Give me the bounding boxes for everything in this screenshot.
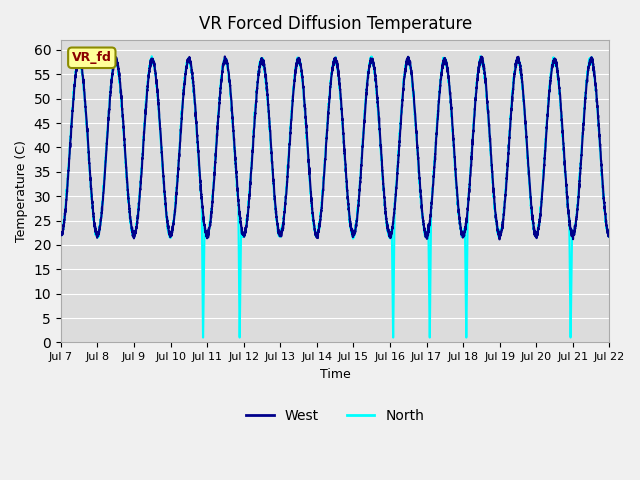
Title: VR Forced Diffusion Temperature: VR Forced Diffusion Temperature <box>198 15 472 33</box>
West <box>428 201 436 207</box>
North <box>458 232 466 238</box>
West <box>458 230 466 236</box>
Line: West: West <box>61 57 609 240</box>
X-axis label: Time: Time <box>320 368 351 381</box>
West <box>57 231 65 237</box>
North <box>199 335 207 340</box>
West <box>156 116 163 121</box>
North <box>490 191 497 196</box>
West <box>605 230 612 236</box>
West <box>490 182 497 188</box>
North <box>605 234 612 240</box>
Legend: West, North: West, North <box>240 404 430 429</box>
West <box>221 54 228 60</box>
North <box>477 53 484 59</box>
Y-axis label: Temperature (C): Temperature (C) <box>15 140 28 242</box>
North <box>315 222 323 228</box>
Text: VR_fd: VR_fd <box>72 51 112 64</box>
Line: North: North <box>61 56 609 337</box>
West <box>496 237 504 242</box>
North <box>57 232 65 238</box>
West <box>605 233 613 239</box>
West <box>315 227 323 232</box>
North <box>428 195 436 201</box>
North <box>156 118 163 123</box>
North <box>605 233 613 239</box>
